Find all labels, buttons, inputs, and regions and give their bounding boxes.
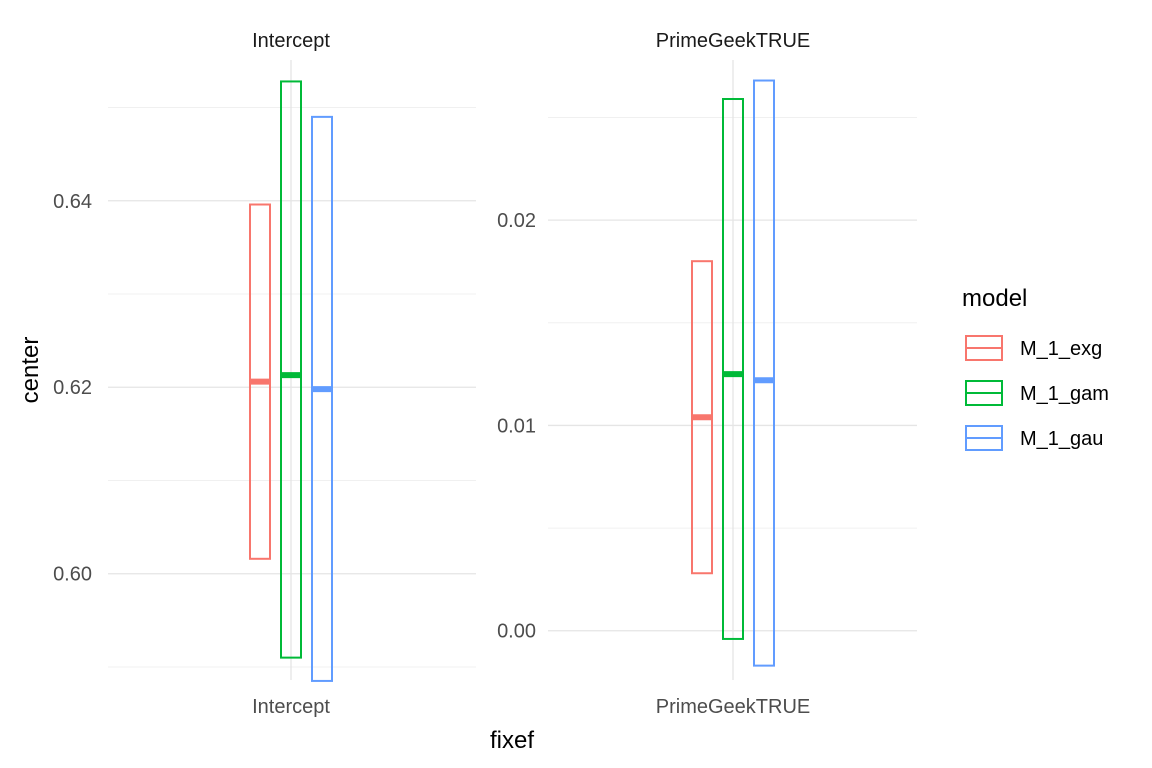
legend: model M_1_exg M_1_gam M_1_gau: [962, 285, 1109, 451]
facets-group: 0.600.620.64InterceptIntercept0.000.010.…: [53, 30, 917, 718]
y-tick-label: 0.02: [497, 210, 536, 232]
facet-strip-label: PrimeGeekTRUE: [656, 30, 810, 52]
crossbar-M_1_gam: [722, 98, 744, 640]
crossbar-M_1_gau: [753, 79, 775, 667]
facet-strip-label: Intercept: [252, 30, 330, 52]
crossbar-M_1_gau: [311, 115, 333, 682]
legend-item-M_1_exg: M_1_exg: [965, 335, 1102, 361]
facet-panel: 0.60 0.62 0.64 Intercept Intercept: [53, 30, 476, 718]
legend-label: M_1_gam: [1020, 383, 1109, 405]
legend-title: model: [962, 285, 1027, 312]
y-tick-label: 0.01: [497, 415, 536, 437]
y-tick-label: 0.00: [497, 621, 536, 643]
facet-panel: 0.00 0.01 0.02 PrimeGeekTRUE PrimeGeekTRUE: [497, 30, 917, 718]
y-tick-label: 0.60: [53, 564, 92, 586]
legend-item-M_1_gam: M_1_gam: [965, 380, 1109, 406]
legend-item-M_1_gau: M_1_gau: [965, 425, 1103, 451]
x-axis-title: fixef: [490, 727, 534, 754]
y-tick-label: 0.62: [53, 377, 92, 399]
x-tick-label: Intercept: [252, 696, 330, 718]
legend-label: M_1_gau: [1020, 428, 1103, 450]
y-axis-title: center: [17, 337, 44, 404]
crossbar-M_1_gam: [280, 80, 302, 659]
x-tick-label: PrimeGeekTRUE: [656, 696, 810, 718]
y-tick-label: 0.64: [53, 191, 92, 213]
legend-label: M_1_exg: [1020, 338, 1102, 360]
